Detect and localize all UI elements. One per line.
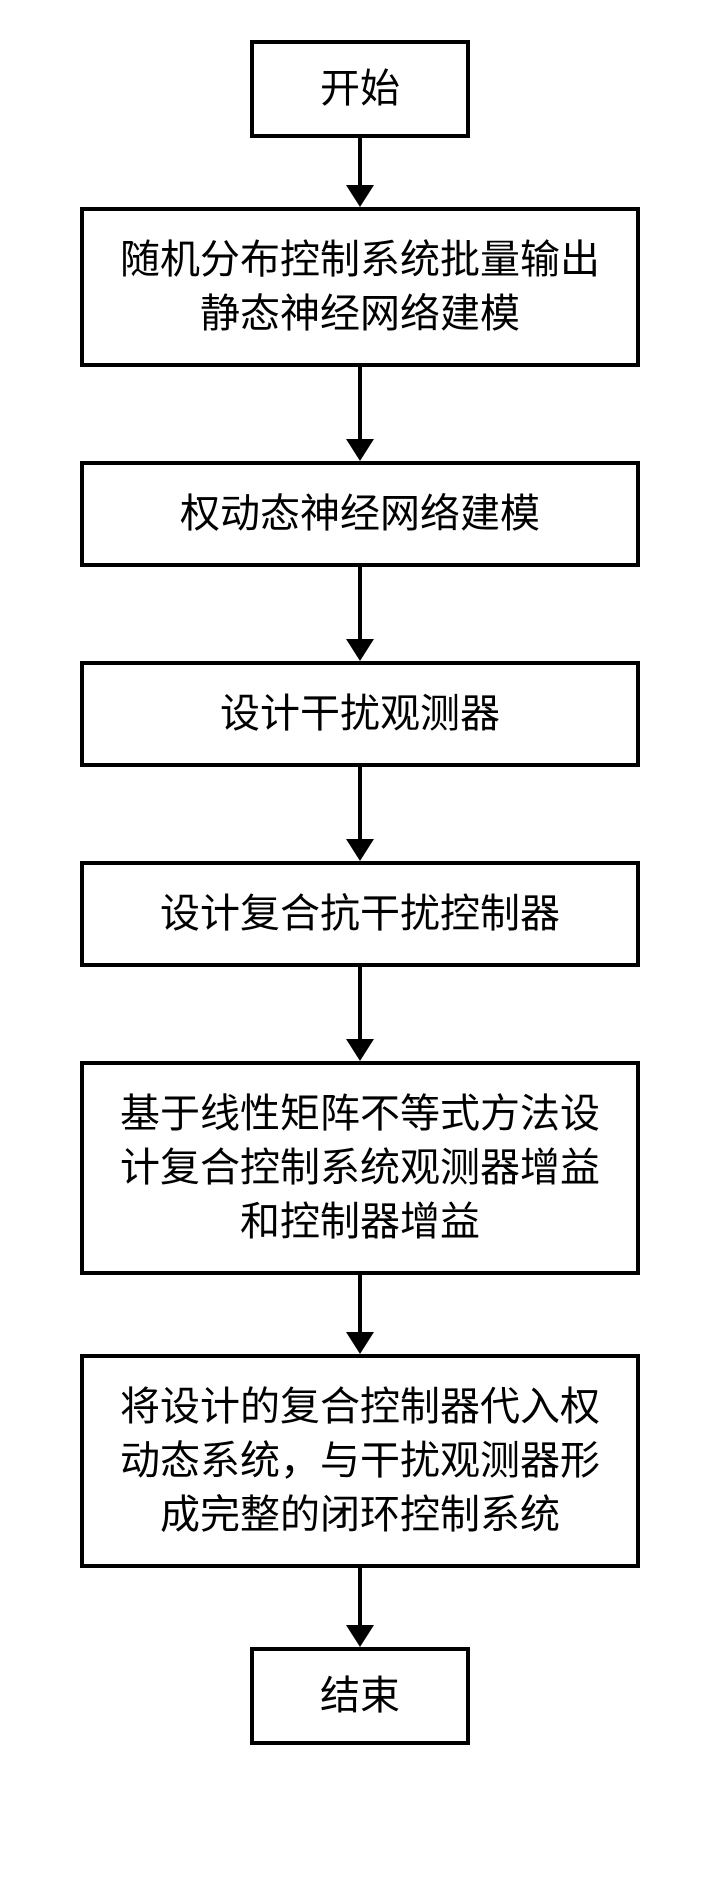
arrow-head-icon <box>346 1039 374 1061</box>
arrow-shaft <box>358 1568 362 1626</box>
flow-arrow <box>346 1275 374 1354</box>
flowchart-container: 开始 随机分布控制系统批量输出静态神经网络建模 权动态神经网络建模 设计干扰观测… <box>0 0 720 1785</box>
flow-node-label: 基于线性矩阵不等式方法设计复合控制系统观测器增益和控制器增益 <box>114 1087 606 1249</box>
flow-node-weight-dynamic-nn: 权动态神经网络建模 <box>80 461 640 567</box>
flow-node-label: 设计复合抗干扰控制器 <box>160 887 560 941</box>
flow-arrow <box>346 967 374 1061</box>
flow-arrow <box>346 767 374 861</box>
flow-arrow <box>346 367 374 461</box>
flow-node-label: 结束 <box>320 1669 400 1723</box>
flow-node-start: 开始 <box>250 40 470 138</box>
flow-arrow <box>346 567 374 661</box>
arrow-shaft <box>358 967 362 1040</box>
flow-node-label: 权动态神经网络建模 <box>180 487 540 541</box>
arrow-head-icon <box>346 1625 374 1647</box>
flow-node-label: 开始 <box>320 62 400 116</box>
flow-node-closed-loop: 将设计的复合控制器代入权动态系统，与干扰观测器形成完整的闭环控制系统 <box>80 1354 640 1568</box>
arrow-head-icon <box>346 639 374 661</box>
arrow-head-icon <box>346 185 374 207</box>
arrow-shaft <box>358 567 362 640</box>
flow-node-end: 结束 <box>250 1647 470 1745</box>
arrow-shaft <box>358 767 362 840</box>
arrow-shaft <box>358 367 362 440</box>
flow-arrow <box>346 1568 374 1647</box>
arrow-head-icon <box>346 839 374 861</box>
flow-arrow <box>346 138 374 207</box>
arrow-head-icon <box>346 1332 374 1354</box>
flow-node-disturbance-observer: 设计干扰观测器 <box>80 661 640 767</box>
arrow-shaft <box>358 1275 362 1333</box>
flow-node-static-nn-model: 随机分布控制系统批量输出静态神经网络建模 <box>80 207 640 367</box>
flow-node-lmi-gain-design: 基于线性矩阵不等式方法设计复合控制系统观测器增益和控制器增益 <box>80 1061 640 1275</box>
arrow-shaft <box>358 138 362 186</box>
arrow-head-icon <box>346 439 374 461</box>
flow-node-label: 将设计的复合控制器代入权动态系统，与干扰观测器形成完整的闭环控制系统 <box>114 1380 606 1542</box>
flow-node-composite-controller: 设计复合抗干扰控制器 <box>80 861 640 967</box>
flow-node-label: 随机分布控制系统批量输出静态神经网络建模 <box>114 233 606 341</box>
flow-node-label: 设计干扰观测器 <box>220 687 500 741</box>
